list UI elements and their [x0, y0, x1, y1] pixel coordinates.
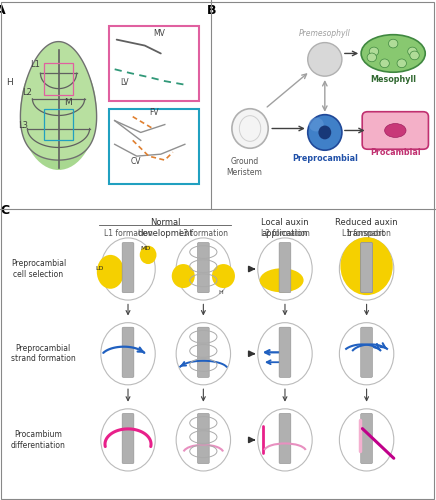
FancyBboxPatch shape: [279, 414, 291, 464]
Text: Preprocambial
cell selection: Preprocambial cell selection: [11, 260, 66, 278]
Circle shape: [397, 59, 406, 68]
Ellipse shape: [140, 246, 157, 264]
Ellipse shape: [176, 409, 231, 471]
Text: LV: LV: [121, 78, 129, 87]
Polygon shape: [20, 42, 97, 160]
FancyBboxPatch shape: [279, 242, 291, 292]
FancyBboxPatch shape: [198, 414, 209, 464]
Text: L2 formation: L2 formation: [261, 230, 310, 238]
Ellipse shape: [308, 114, 342, 150]
Text: MD: MD: [140, 246, 151, 251]
Text: L3: L3: [18, 122, 28, 130]
Text: Normal
development: Normal development: [138, 218, 194, 238]
Ellipse shape: [308, 42, 342, 76]
Ellipse shape: [318, 126, 331, 140]
Text: L1 formation: L1 formation: [342, 230, 391, 238]
Ellipse shape: [101, 322, 155, 385]
Ellipse shape: [260, 268, 303, 292]
FancyBboxPatch shape: [279, 327, 291, 378]
Text: Mesophyll: Mesophyll: [370, 75, 416, 84]
Ellipse shape: [385, 124, 406, 138]
FancyBboxPatch shape: [122, 414, 134, 464]
Text: Preprocambial
strand formation: Preprocambial strand formation: [11, 344, 75, 364]
Text: LD: LD: [95, 266, 104, 272]
FancyBboxPatch shape: [361, 327, 372, 378]
Circle shape: [367, 53, 377, 62]
Text: M: M: [65, 98, 72, 107]
Text: L1 formation: L1 formation: [104, 230, 153, 238]
FancyBboxPatch shape: [122, 242, 134, 292]
FancyBboxPatch shape: [198, 242, 209, 292]
FancyBboxPatch shape: [361, 242, 372, 292]
Text: H: H: [7, 78, 13, 87]
FancyBboxPatch shape: [361, 242, 372, 292]
Ellipse shape: [212, 264, 235, 288]
Ellipse shape: [339, 409, 394, 471]
Ellipse shape: [232, 109, 268, 148]
Ellipse shape: [172, 264, 195, 288]
FancyBboxPatch shape: [362, 112, 429, 149]
Ellipse shape: [339, 322, 394, 385]
Text: Preprocambial: Preprocambial: [292, 154, 358, 163]
Text: Procambium
differentiation: Procambium differentiation: [11, 430, 66, 450]
Text: Reduced auxin
transport: Reduced auxin transport: [335, 218, 398, 238]
FancyBboxPatch shape: [198, 327, 209, 378]
Ellipse shape: [309, 118, 324, 132]
Text: Premesophyll: Premesophyll: [299, 28, 351, 38]
Ellipse shape: [47, 93, 70, 128]
Text: B: B: [208, 4, 217, 17]
Text: L3 formation: L3 formation: [179, 230, 228, 238]
Circle shape: [380, 59, 389, 68]
Ellipse shape: [258, 238, 312, 300]
Text: FV: FV: [149, 108, 158, 116]
Circle shape: [369, 47, 378, 56]
Ellipse shape: [101, 238, 155, 300]
Text: Local auxin
application: Local auxin application: [261, 218, 309, 238]
Text: L1: L1: [31, 60, 40, 70]
Text: Ground
Meristem: Ground Meristem: [227, 157, 262, 176]
Ellipse shape: [361, 34, 425, 72]
FancyBboxPatch shape: [361, 414, 372, 464]
Ellipse shape: [101, 409, 155, 471]
Ellipse shape: [176, 238, 231, 300]
Ellipse shape: [339, 238, 394, 300]
Text: CV: CV: [131, 157, 141, 166]
FancyBboxPatch shape: [109, 26, 199, 101]
Ellipse shape: [258, 322, 312, 385]
Text: Procambial: Procambial: [370, 148, 421, 157]
Ellipse shape: [28, 64, 89, 158]
Ellipse shape: [258, 409, 312, 471]
Text: L2: L2: [22, 88, 32, 97]
Text: C: C: [0, 204, 10, 217]
Text: H: H: [218, 290, 223, 294]
Text: MV: MV: [153, 28, 165, 38]
Ellipse shape: [37, 78, 79, 144]
Ellipse shape: [341, 237, 393, 295]
FancyBboxPatch shape: [109, 109, 199, 184]
Ellipse shape: [97, 255, 124, 289]
Circle shape: [410, 51, 419, 60]
Circle shape: [408, 47, 417, 56]
FancyBboxPatch shape: [122, 327, 134, 378]
Circle shape: [388, 39, 398, 48]
Ellipse shape: [176, 322, 231, 385]
Ellipse shape: [20, 52, 97, 170]
Text: A: A: [0, 4, 6, 17]
